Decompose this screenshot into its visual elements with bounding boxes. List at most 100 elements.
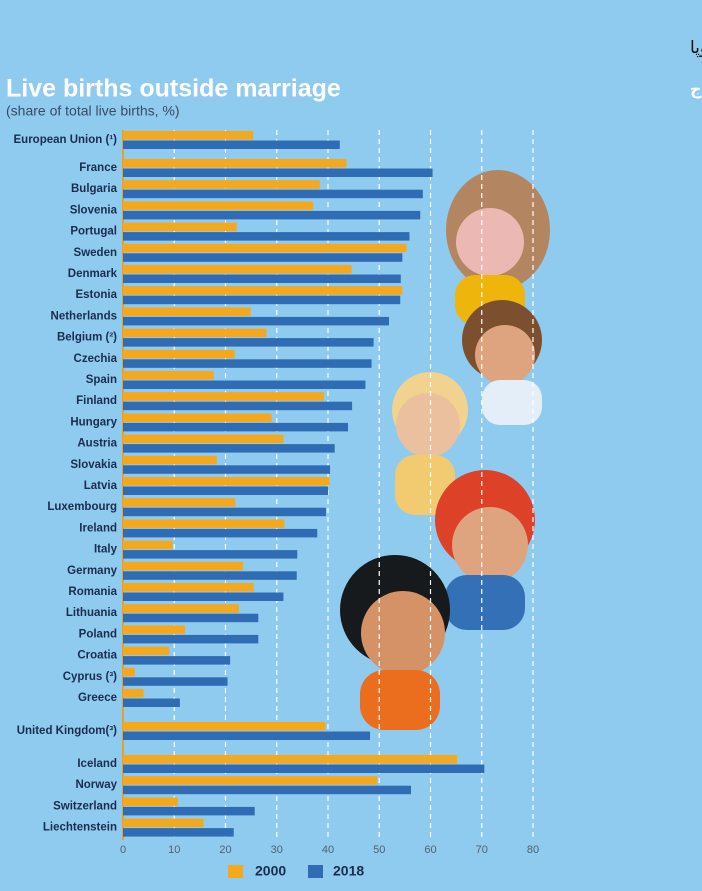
y-tick-label: Romania [68, 586, 117, 598]
y-tick-label: Poland [79, 628, 117, 640]
y-tick-label: Norway [75, 779, 117, 791]
bar [123, 392, 324, 401]
bar [123, 413, 272, 422]
bar [123, 677, 228, 686]
bar [123, 349, 235, 359]
bar [123, 253, 403, 262]
bar [123, 507, 326, 517]
bar [123, 818, 204, 828]
bar [123, 498, 236, 507]
bar [123, 646, 170, 656]
bar [123, 797, 178, 806]
bar [123, 689, 144, 698]
bar [123, 286, 403, 295]
x-tick-label: 30 [271, 844, 283, 856]
y-tick-label: Cyprus (³) [63, 671, 117, 683]
legend-label: 2000 [255, 863, 286, 879]
bar [123, 592, 284, 601]
bar [123, 583, 254, 592]
bar [123, 667, 135, 677]
bar [123, 140, 340, 149]
bar [123, 401, 353, 411]
bar [123, 295, 401, 305]
y-tick-label: Hungary [70, 416, 117, 428]
y-tick-label: Denmark [68, 268, 118, 280]
y-tick-label: France [79, 162, 117, 174]
bar [123, 477, 330, 486]
bar [123, 465, 331, 474]
y-tick-label: Switzerland [53, 800, 117, 812]
y-tick-label: Spain [86, 374, 117, 386]
x-tick-label: 50 [373, 844, 385, 856]
bar [123, 316, 389, 326]
bar [123, 571, 297, 580]
bar [123, 561, 243, 571]
bar [123, 764, 485, 773]
bar [123, 486, 328, 495]
bar [123, 307, 251, 316]
bar [123, 806, 255, 816]
y-tick-label: Estonia [75, 289, 117, 301]
bar [123, 180, 320, 189]
bar [123, 828, 234, 837]
chart-subtitle: (share of total live births, %) [6, 103, 180, 119]
bar [123, 359, 372, 368]
x-tick-label: 70 [476, 844, 488, 856]
bar [123, 201, 314, 210]
bar [123, 222, 237, 232]
bar [123, 422, 348, 432]
bar [123, 434, 284, 444]
legend-label: 2018 [333, 863, 364, 879]
x-tick-label: 10 [168, 844, 180, 856]
bar [123, 371, 214, 380]
y-tick-label: Slovakia [70, 459, 117, 471]
bar [123, 243, 407, 253]
bar [123, 656, 231, 665]
y-tick-label: Slovenia [70, 204, 118, 216]
y-tick-label: Finland [76, 395, 117, 407]
bar [123, 755, 458, 764]
bar [123, 604, 239, 613]
y-tick-label: Germany [67, 565, 117, 577]
y-tick-label: Latvia [84, 480, 118, 492]
persian-title: اینفوگرافیک سایت رسمی مرکز آمار اتحادیه‌… [690, 36, 702, 58]
y-tick-label: Italy [94, 544, 118, 556]
bar [123, 540, 173, 550]
bar [123, 455, 217, 465]
persian-subtitle: تولدهای زنده‌ی خارج از ازدواج [690, 80, 702, 99]
x-tick-label: 60 [424, 844, 436, 856]
y-tick-label: Austria [77, 438, 117, 450]
bar [123, 550, 298, 559]
x-tick-label: 20 [219, 844, 231, 856]
legend-swatch [228, 865, 243, 878]
y-tick-label: Bulgaria [71, 183, 118, 195]
bar [123, 444, 335, 453]
bar [123, 625, 186, 634]
bar [123, 380, 366, 389]
y-tick-label: United Kingdom(³) [17, 725, 117, 737]
y-tick-label: Croatia [77, 650, 117, 662]
bar [123, 519, 285, 528]
y-tick-label: Belgium (²) [57, 332, 117, 344]
bar [123, 210, 421, 220]
bar [123, 328, 267, 338]
x-tick-label: 0 [120, 844, 126, 856]
chart-title: Live births outside marriage [6, 75, 341, 103]
y-tick-label: Greece [78, 692, 117, 704]
x-tick-label: 80 [527, 844, 539, 856]
bar [123, 634, 259, 644]
bar [123, 613, 259, 623]
bar [123, 131, 254, 140]
bar [123, 189, 423, 199]
bar [123, 722, 326, 731]
bar [123, 338, 374, 347]
y-tick-label: Sweden [74, 247, 117, 259]
y-tick-label: Netherlands [51, 310, 117, 322]
legend-swatch [308, 865, 323, 878]
y-tick-label: Liechtenstein [43, 822, 117, 834]
y-tick-label: Portugal [70, 226, 117, 238]
y-tick-label: Czechia [74, 353, 118, 365]
bar [123, 232, 410, 241]
